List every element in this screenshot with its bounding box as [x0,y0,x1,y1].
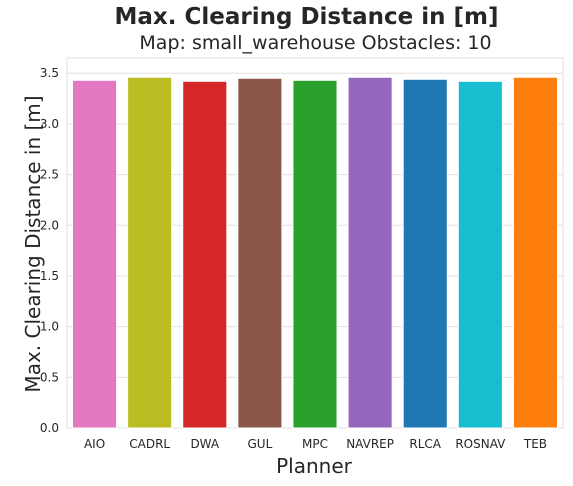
x-tick-label: AIO [84,437,105,451]
y-tick-label: 3.5 [40,66,59,80]
y-tick-label: 2.5 [40,168,59,182]
chart-subtitle: Map: small_warehouse Obstacles: 10 [139,32,492,54]
y-tick-label: 0.0 [40,421,59,435]
bar-mpc [292,79,338,429]
bar-aio [72,79,118,429]
bar-rosnav [457,80,503,429]
x-tick-label: RLCA [409,437,441,451]
y-tick-label: 0.5 [40,370,59,384]
x-tick-label: TEB [523,437,547,451]
y-tick-label: 1.5 [40,269,59,283]
x-axis-label: Planner [276,454,353,478]
y-axis-label: Max. Clearing Distance in [m] [21,95,45,392]
x-tick-label: DWA [190,437,219,451]
x-tick-label: ROSNAV [455,437,506,451]
x-tick-labels: AIO CADRL DWA GUL MPC NAVREP RLCA ROSNAV TEB [84,437,547,451]
y-tick-label: 3.0 [40,117,59,131]
bar-navrep [347,76,393,429]
x-tick-label: CADRL [129,437,170,451]
x-tick-label: NAVREP [346,437,394,451]
x-tick-label: GUL [247,437,272,451]
bar-gul [237,77,283,429]
y-tick-labels: 0.0 0.5 1.0 1.5 2.0 2.5 3.0 3.5 [40,66,59,435]
bar-rlca [402,78,448,429]
y-tick-label: 1.0 [40,320,59,334]
bar-dwa [182,80,228,429]
bar-cadrl [127,76,173,429]
bars [72,76,558,429]
bar-teb [512,76,558,429]
y-tick-label: 2.0 [40,218,59,232]
chart-title: Max. Clearing Distance in [m] [114,4,499,30]
x-tick-label: MPC [302,437,328,451]
